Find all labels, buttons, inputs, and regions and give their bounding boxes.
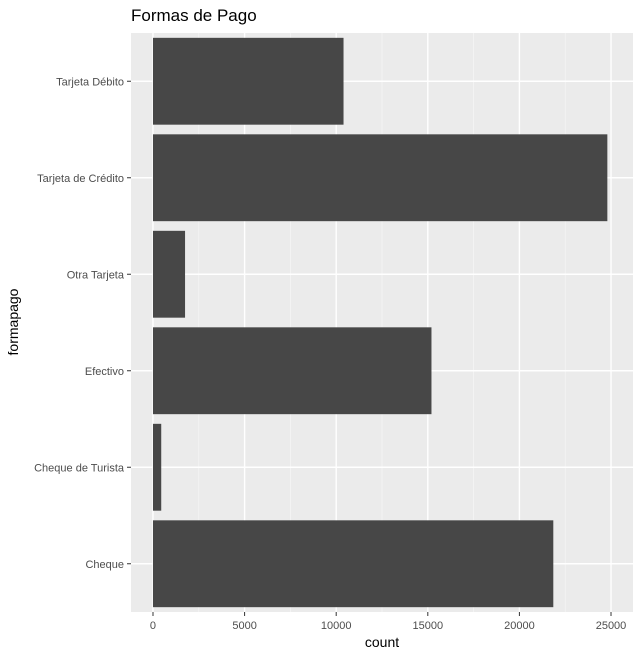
y-tick-label: Cheque de Turista xyxy=(34,462,125,474)
y-tick-label: Otra Tarjeta xyxy=(67,269,125,281)
bar xyxy=(152,423,162,511)
bar xyxy=(152,520,554,608)
x-tick-label: 15000 xyxy=(413,620,444,632)
x-axis-title: count xyxy=(365,634,399,650)
bar xyxy=(152,37,344,125)
y-tick-label: Tarjeta Débito xyxy=(56,76,124,88)
bar xyxy=(152,230,186,318)
y-axis-title: formapago xyxy=(5,288,21,355)
bars xyxy=(152,37,608,608)
x-tick-label: 25000 xyxy=(596,620,627,632)
x-axis: 0 5000 10000 15000 20000 25000 xyxy=(150,612,626,632)
x-tick-label: 5000 xyxy=(232,620,256,632)
y-tick-label: Tarjeta de Crédito xyxy=(37,173,124,185)
x-tick-label: 10000 xyxy=(321,620,352,632)
y-tick-label: Efectivo xyxy=(85,366,124,378)
bar xyxy=(152,134,608,222)
chart-title: Formas de Pago xyxy=(131,6,257,25)
y-tick-label: Cheque xyxy=(85,559,124,571)
x-tick-label: 0 xyxy=(150,620,156,632)
x-tick-label: 20000 xyxy=(504,620,535,632)
bar xyxy=(152,327,432,415)
y-axis: Tarjeta Débito Tarjeta de Crédito Otra Tar… xyxy=(34,76,131,571)
